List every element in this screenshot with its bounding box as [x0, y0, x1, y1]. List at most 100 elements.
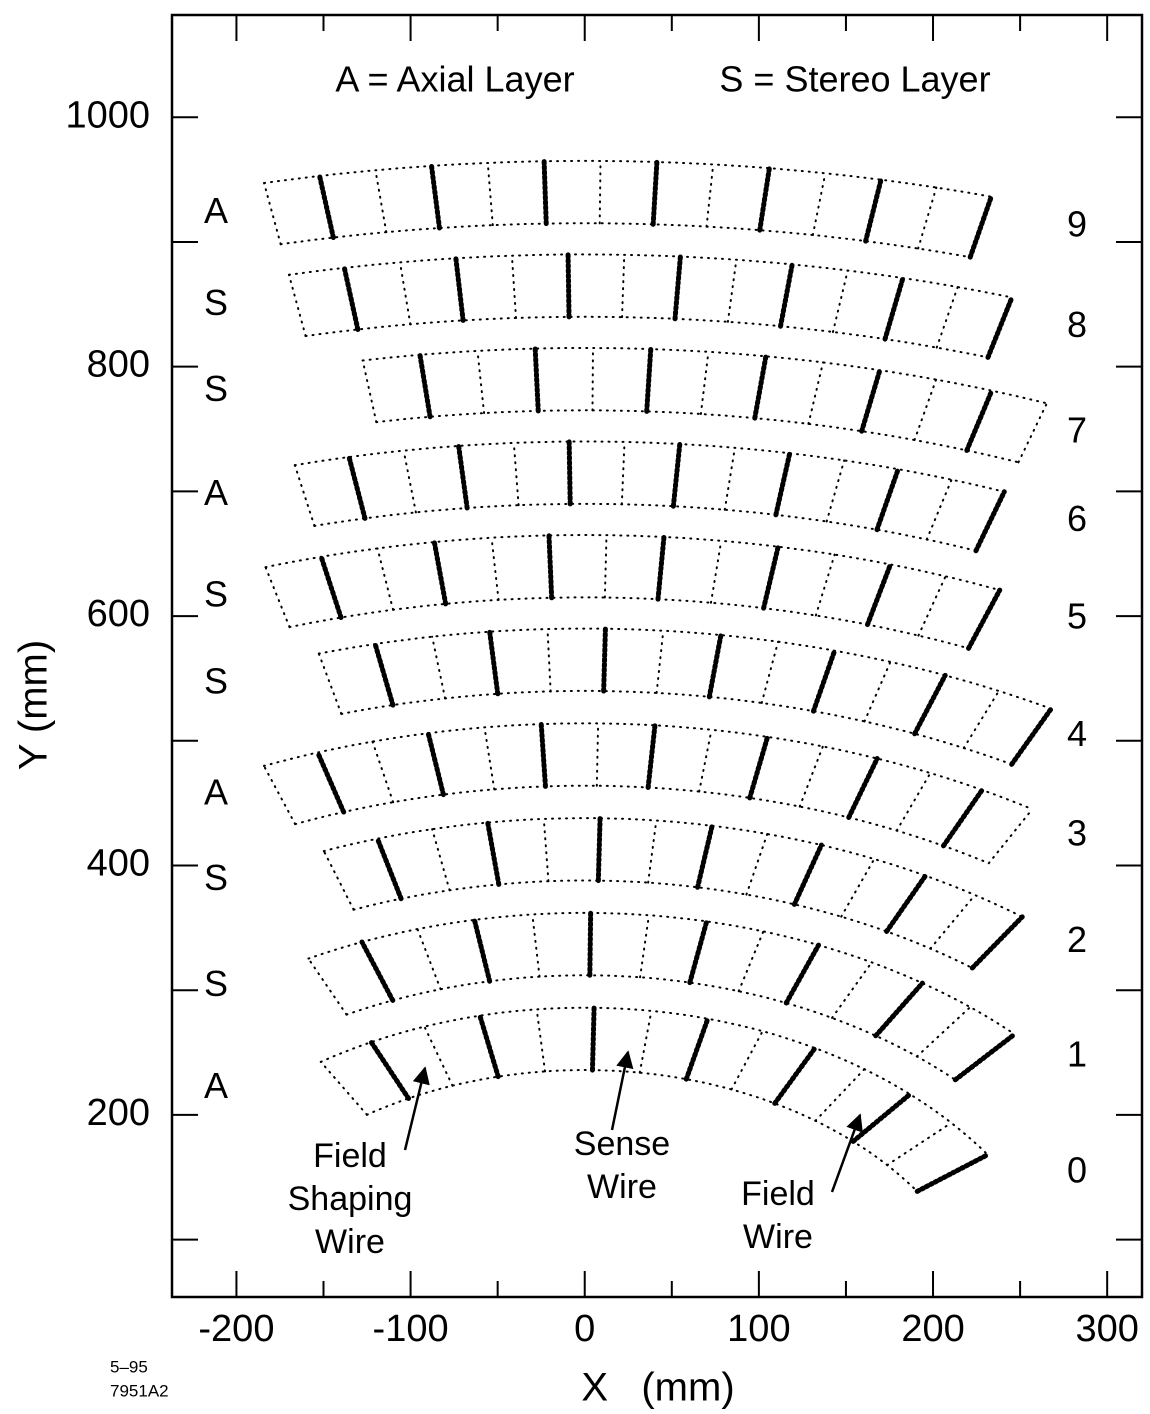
- cell-edge: [962, 689, 1000, 750]
- cell-edge: [987, 808, 1034, 865]
- wire-column: [912, 672, 948, 737]
- cell-edge: [431, 635, 447, 700]
- cell-edge: [317, 652, 343, 715]
- wire-column: [672, 254, 683, 322]
- wire-column: [532, 346, 541, 414]
- wire-column: [985, 294, 1015, 360]
- cell-edge: [423, 1025, 454, 1087]
- cell-boundaries: [322, 815, 1025, 971]
- wire-column: [346, 454, 368, 521]
- cell-edge: [431, 828, 451, 892]
- wire-column: [538, 721, 548, 789]
- wire-column: [791, 842, 824, 907]
- layer-type: A: [204, 1065, 228, 1106]
- wire-column: [882, 275, 906, 342]
- cell-edge: [621, 253, 626, 319]
- cell-edge: [262, 764, 297, 826]
- cell-boundaries: [361, 346, 1048, 464]
- cell-edge: [917, 186, 938, 250]
- wire-column: [973, 489, 1007, 554]
- layer-number: 2: [1067, 919, 1087, 960]
- cell-edge: [510, 254, 518, 319]
- layer-number: 1: [1067, 1033, 1087, 1074]
- layer-outer-arc: [317, 627, 1053, 710]
- cell-edge: [825, 459, 846, 523]
- layer-number: 7: [1067, 409, 1087, 450]
- legend-axial: A = Axial Layer: [335, 59, 574, 100]
- wire-column: [368, 1039, 412, 1101]
- layer-number: 8: [1067, 304, 1087, 345]
- layer: [293, 439, 1007, 554]
- wire-column: [644, 346, 654, 414]
- wire-column: [453, 255, 466, 323]
- cell-edge: [737, 930, 765, 993]
- x-axis-title: X (mm): [581, 1366, 734, 1410]
- wire-column: [687, 918, 710, 986]
- wire-column: [863, 177, 884, 244]
- y-axis-title: Y (mm): [12, 640, 56, 770]
- cell-edge: [322, 850, 355, 911]
- layer-number: 0: [1067, 1150, 1087, 1191]
- wire-column: [477, 1013, 501, 1080]
- wire-column: [952, 1031, 1018, 1083]
- cell-edge: [760, 640, 780, 704]
- cell-boundaries: [319, 1005, 991, 1194]
- wire-column: [456, 443, 470, 511]
- layer-type: S: [204, 574, 228, 615]
- cell-edge: [416, 928, 442, 991]
- layer-outer-arc: [307, 911, 1016, 1036]
- wire-column: [546, 532, 555, 601]
- layer-outer-arc: [361, 347, 1048, 405]
- wire-column: [587, 910, 594, 978]
- cell-edge: [591, 346, 594, 412]
- wire-column: [372, 641, 396, 708]
- layer-type: A: [204, 472, 228, 513]
- cell-edge: [531, 913, 541, 978]
- layer-inner-arc: [375, 409, 1020, 464]
- layer-type: S: [204, 282, 228, 323]
- cell-edge: [925, 478, 953, 541]
- cell-edge: [476, 349, 486, 415]
- x-tick-label: 0: [574, 1308, 595, 1350]
- cell-edge: [546, 628, 552, 693]
- layer-number: 6: [1067, 498, 1087, 539]
- layer-inner-arc: [288, 596, 970, 650]
- wire-column: [761, 544, 781, 611]
- wire-column: [431, 539, 449, 607]
- wire-column: [471, 917, 493, 984]
- layer-inner-arc: [304, 315, 989, 359]
- layer: [263, 158, 994, 260]
- annotation-arrow: [403, 1066, 430, 1151]
- layer: [287, 252, 1015, 360]
- layer-inner-arc: [352, 879, 974, 969]
- cell-edge: [807, 361, 825, 425]
- wire-column: [964, 388, 995, 453]
- cell-edge: [535, 1008, 547, 1073]
- wire-column: [589, 1005, 597, 1073]
- layer: [264, 532, 1003, 651]
- cell-edge: [307, 957, 348, 1016]
- cell-edge: [647, 819, 658, 884]
- annotation-line: Field: [741, 1175, 815, 1213]
- cell-edge: [402, 449, 417, 514]
- cell-edge: [293, 464, 316, 527]
- wire-column: [757, 165, 772, 233]
- cell-edge: [886, 1121, 953, 1167]
- wire-column: [565, 252, 572, 320]
- cell-edge: [398, 261, 412, 326]
- layer-outer-arc: [322, 817, 1024, 918]
- wire-column: [317, 173, 336, 241]
- wire-column: [683, 1016, 711, 1082]
- layer-inner-arc: [345, 974, 957, 1081]
- wire-column: [706, 632, 724, 700]
- cell-edge: [319, 1060, 368, 1116]
- cell-edge: [863, 660, 892, 723]
- wire-column: [967, 194, 994, 260]
- wire-column: [318, 554, 344, 621]
- wire-column: [914, 1152, 991, 1194]
- layer-outer-arc: [263, 159, 993, 198]
- cell-edge: [287, 273, 307, 338]
- y-tick-label: 1000: [65, 94, 150, 136]
- cell-edge: [730, 1030, 764, 1091]
- wire-column: [873, 980, 925, 1039]
